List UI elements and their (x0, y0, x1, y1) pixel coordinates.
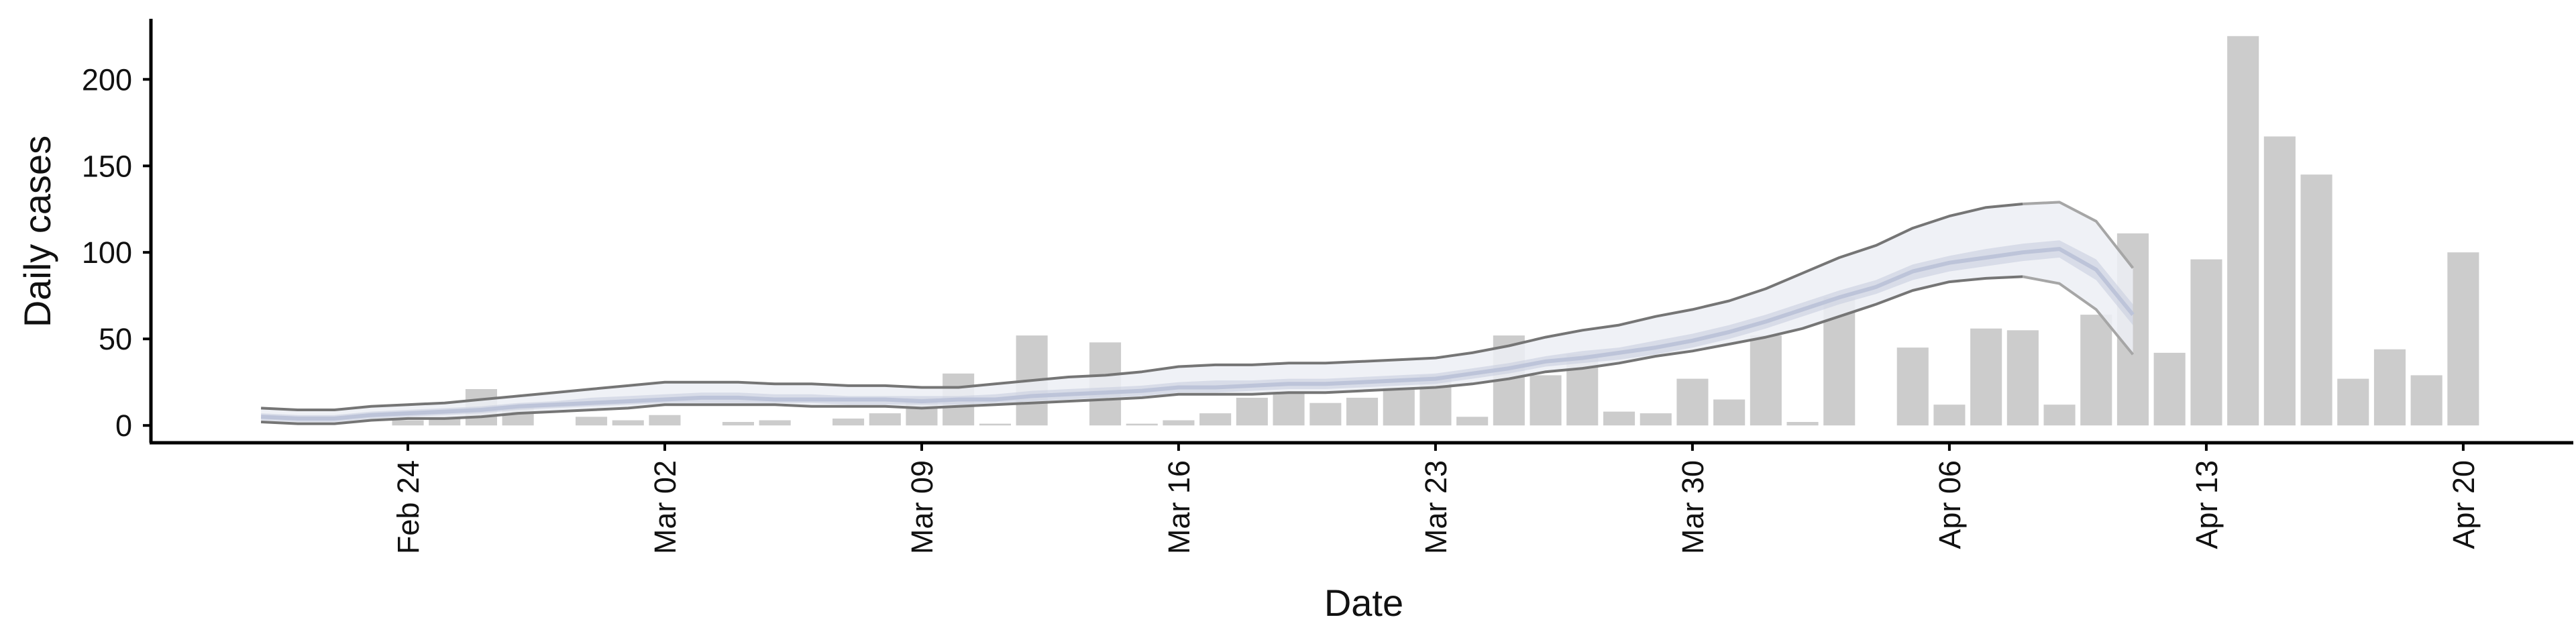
x-tick-label: Apr 20 (2447, 460, 2481, 549)
bar (1309, 402, 1342, 426)
x-tick-label: Feb 24 (391, 460, 425, 554)
bar (1713, 399, 1746, 426)
bar (2410, 375, 2443, 426)
y-tick-label: 150 (82, 149, 132, 183)
bar (759, 420, 791, 426)
bar (1640, 413, 1672, 426)
y-axis-title: Daily cases (16, 136, 58, 327)
upper-bound-line (261, 203, 2023, 411)
bar (2043, 405, 2076, 426)
bar (649, 415, 681, 426)
bar (2263, 136, 2296, 426)
bar (392, 420, 424, 426)
bar (1750, 335, 1782, 426)
x-tick-label: Mar 30 (1676, 460, 1710, 554)
x-axis-title: Date (1324, 582, 1403, 624)
bar (2190, 259, 2222, 426)
bar (869, 413, 901, 426)
bar (576, 417, 608, 426)
y-tick-label: 0 (115, 409, 132, 443)
x-tick-label: Mar 02 (648, 460, 682, 554)
bar (1676, 378, 1709, 426)
bar (1456, 417, 1489, 426)
upper-bound-line-projection (2023, 201, 2135, 269)
bar (979, 423, 1011, 426)
bar (1529, 375, 1562, 426)
bar (833, 418, 865, 426)
y-tick-label: 200 (82, 62, 132, 97)
x-tick-label: Mar 23 (1419, 460, 1453, 554)
bar (1970, 328, 2002, 426)
bar (1199, 413, 1232, 426)
bar (1786, 422, 1819, 426)
bar (2006, 330, 2039, 426)
bar (2300, 174, 2332, 426)
bar (1896, 347, 1929, 426)
x-axis: Feb 24 Mar 02 Mar 09 Mar 16 Mar 23 Mar 30 Apr … (150, 441, 2573, 554)
y-axis: 0 50 100 150 200 (82, 19, 153, 443)
bar (1383, 387, 1415, 426)
bar (1933, 405, 1966, 426)
bar (1126, 423, 1158, 426)
x-tick-label: Apr 13 (2190, 460, 2224, 549)
bar (2373, 349, 2406, 426)
bar (429, 418, 461, 426)
bar (1346, 397, 1379, 426)
x-tick-label: Mar 16 (1162, 460, 1196, 554)
outer-credible-band (261, 202, 2133, 424)
y-tick-label: 100 (82, 235, 132, 270)
lower-bound-line (261, 275, 2023, 425)
median-line (260, 247, 2135, 421)
lower-bound-line-projection (2022, 275, 2135, 356)
x-tick-label: Apr 06 (1933, 460, 1967, 549)
bar (612, 420, 644, 426)
bar (1273, 392, 1305, 426)
bar (722, 422, 754, 426)
plot-area (260, 36, 2479, 426)
bar (1603, 411, 1635, 426)
bar (1163, 420, 1195, 426)
x-tick-label: Mar 09 (905, 460, 939, 554)
bar (2337, 378, 2369, 426)
bar (2227, 36, 2259, 426)
bar (1236, 397, 1268, 426)
bar (2153, 352, 2186, 426)
bar (2080, 315, 2112, 426)
y-tick-label: 50 (99, 322, 132, 356)
bar (2447, 252, 2479, 426)
